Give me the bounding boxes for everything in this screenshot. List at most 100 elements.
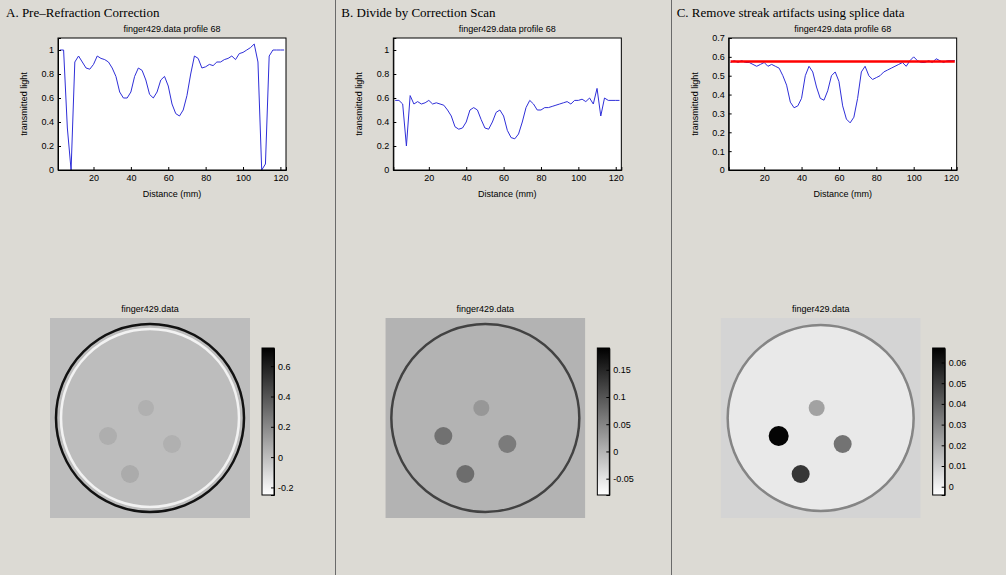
image-background (721, 318, 921, 518)
tick: 20 (89, 167, 99, 183)
tick: 0.2 (271, 422, 291, 432)
tick-label: 0 (720, 165, 725, 175)
colorbar (262, 348, 274, 495)
tick: 0.15 (606, 365, 631, 375)
tick-label: 80 (872, 173, 882, 183)
tick-mark (606, 370, 609, 371)
y-axis-title: transmitted light (690, 72, 700, 136)
tick-label: 60 (834, 173, 844, 183)
tick-label: 60 (499, 173, 509, 183)
tick: 80 (201, 167, 211, 183)
tick: 60 (164, 167, 174, 183)
tick-label: 1 (384, 45, 389, 55)
tick-label: 0.3 (712, 109, 725, 119)
tick-label: -0.05 (613, 474, 634, 484)
tick-label: 20 (89, 173, 99, 183)
edge-ring (391, 324, 579, 512)
image-chart: finger429.data-0.0500.050.10.15 (385, 304, 634, 518)
edge-ring (728, 325, 914, 511)
tick-label: 0.2 (712, 128, 725, 138)
background (0, 0, 1006, 575)
plot-area (729, 38, 957, 170)
axis-line (59, 39, 62, 171)
plot-frame (393, 38, 621, 170)
tick-label: 60 (164, 173, 174, 183)
tick-mark (942, 383, 945, 384)
tick-label: 80 (201, 173, 211, 183)
spot (473, 400, 489, 416)
tick: 80 (536, 167, 546, 183)
axis: 20406080100120 (729, 167, 959, 183)
tick: -0.05 (606, 474, 634, 484)
profile-line (60, 44, 284, 170)
tick-label: 40 (126, 173, 136, 183)
tick-label: -0.2 (278, 483, 294, 493)
plot-area (393, 38, 621, 170)
axis: 00.010.020.030.040.050.06 (942, 349, 967, 496)
tick-mark (271, 396, 274, 397)
y-axis-title: transmitted light (19, 72, 29, 136)
tick: 0 (271, 452, 283, 462)
panel-title: A. Pre–Refraction Correction (6, 5, 160, 20)
tick: 0.1 (606, 392, 626, 402)
object-disc (393, 326, 577, 510)
tick-label: 0.4 (377, 117, 390, 127)
tick-label: 0 (949, 482, 954, 492)
x-axis-title: Distance (mm) (813, 189, 872, 199)
image (50, 318, 250, 518)
axis: 20406080100120 (59, 167, 289, 183)
axis: -0.2 0 0.2 0.4 0.6 (271, 349, 294, 496)
tick-label: 0.4 (712, 90, 725, 100)
spot (163, 435, 181, 453)
tick-label: 0.06 (949, 358, 967, 368)
tick: 60 (834, 167, 844, 183)
tick: 0.4 (271, 392, 291, 402)
tick: 60 (499, 167, 509, 183)
spot (769, 426, 789, 446)
axis-line (942, 349, 946, 496)
image-title: finger429.data (457, 304, 515, 314)
axis-line (271, 349, 275, 496)
tick: 1 (49, 45, 61, 55)
tick: 100 (571, 167, 586, 183)
tick-label: 0.6 (377, 93, 390, 103)
tick: 100 (907, 167, 922, 183)
tick-mark (271, 366, 274, 367)
image-title: finger429.data (121, 304, 179, 314)
tick-mark (271, 487, 274, 488)
tick-label: 0 (49, 165, 54, 175)
tick: 0.03 (942, 420, 967, 430)
tick-label: 0.8 (377, 69, 390, 79)
tick: 0.6 (271, 362, 291, 372)
profile-line (731, 60, 955, 63)
tick-label: 0 (278, 452, 283, 462)
tick: 0.05 (942, 379, 967, 389)
tick-label: 0.6 (278, 362, 291, 372)
tick-label: 20 (760, 173, 770, 183)
tick: 40 (126, 167, 136, 183)
image (385, 318, 585, 518)
tick-label: 20 (424, 173, 434, 183)
tick-label: 0.1 (613, 392, 626, 402)
figure-root: A. Pre–Refraction Correction204060801001… (0, 0, 1006, 575)
x-axis-title: Distance (mm) (478, 189, 537, 199)
figure: A. Pre–Refraction Correction204060801001… (0, 0, 1006, 575)
tick-label: 0 (384, 165, 389, 175)
tick-mark (942, 445, 945, 446)
chart-title: finger429.data profile 68 (123, 24, 220, 34)
tick: 0 (942, 482, 954, 492)
tick: 100 (236, 167, 251, 183)
plot-area (58, 38, 286, 170)
tick-label: 0.15 (613, 365, 631, 375)
tick-mark (942, 466, 945, 467)
edge-ring (56, 324, 244, 512)
tick: 80 (872, 167, 882, 183)
tick: 0 (606, 447, 618, 457)
tick-mark (942, 404, 945, 405)
tick-label: 0.4 (41, 117, 54, 127)
marks (731, 57, 955, 123)
tick-label: 0 (613, 447, 618, 457)
spot (809, 400, 825, 416)
spot (121, 465, 139, 483)
image-background (50, 318, 250, 518)
